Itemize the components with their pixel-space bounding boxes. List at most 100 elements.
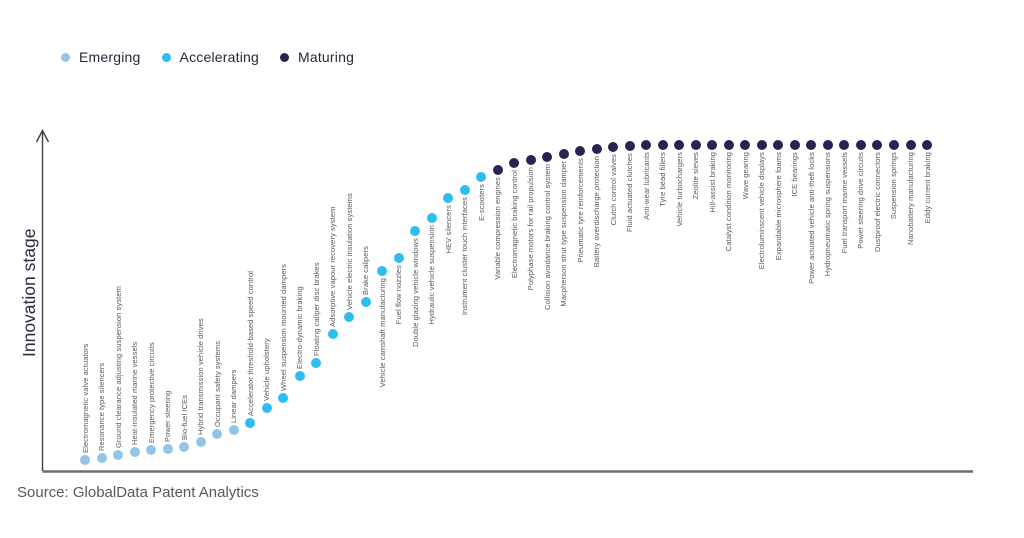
legend-dot-icon [61, 52, 70, 62]
data-point [360, 296, 371, 307]
data-point [393, 253, 404, 264]
data-point-label: Tyre bead fillers [658, 152, 668, 207]
data-point [723, 140, 734, 150]
data-point [888, 140, 899, 150]
data-point-label: Pneumatic tyre reinforcements [575, 157, 585, 263]
data-point [377, 266, 388, 276]
data-point [179, 441, 190, 452]
data-point [245, 417, 256, 428]
data-point-label: Hill-assist braking [707, 152, 717, 213]
data-point [113, 449, 124, 460]
data-point [327, 329, 338, 339]
data-point-label: Vehicle camshaft manufacturing [377, 278, 387, 388]
data-point-label: Brake calipers [361, 245, 371, 295]
data-point-label: Eddy current braking [922, 152, 932, 224]
data-point-label: Vehicle turbochargers [674, 152, 684, 227]
data-point [773, 140, 784, 150]
data-point [509, 157, 520, 168]
data-point-label: Accelerator threshold-based speed contro… [245, 270, 255, 416]
data-point-label: Electromagnetic valve actuators [80, 343, 90, 453]
data-point [707, 140, 718, 150]
data-point [459, 185, 470, 196]
data-point-label: Floating caliper disc brakes [311, 262, 321, 356]
data-point-label: Expandable microsphere foams [773, 152, 783, 261]
data-point [443, 192, 454, 203]
data-point [591, 144, 602, 155]
data-point-label: HEV silencers [443, 204, 453, 254]
data-point-label: Collision avoidance braking control syst… [542, 163, 552, 310]
data-point-label: ICE bearings [790, 152, 800, 197]
legend-label: Maturing [297, 49, 355, 65]
legend-item-maturing: Maturing [279, 49, 355, 65]
legend-dot-icon [279, 52, 289, 62]
data-point [674, 140, 685, 150]
data-point [212, 428, 223, 439]
data-point [294, 370, 305, 381]
data-point-label: Variable compression engines [493, 176, 503, 280]
data-point-label: Nanobattery manufacturing [906, 152, 915, 245]
data-point-label: Heat-insulated marine vessels [130, 341, 140, 446]
data-point-label: Clutch control valves [608, 153, 618, 226]
data-point [855, 140, 866, 150]
data-point-label: Dustproof electric connectors [872, 152, 882, 253]
data-point [575, 145, 586, 156]
data-point [261, 403, 272, 414]
data-point [278, 392, 289, 403]
data-point [525, 155, 536, 166]
legend-item-emerging: Emerging [61, 49, 141, 65]
data-point-label: Suspension springs [889, 152, 899, 220]
data-point [922, 140, 932, 150]
data-point [690, 140, 701, 150]
data-point-label: Anti-wear lubricants [641, 152, 651, 220]
legend-dot-icon [161, 52, 171, 62]
data-point [822, 140, 833, 150]
data-point [608, 141, 619, 152]
data-point-label: Vehicle electric insulation systems [344, 193, 354, 310]
data-point [624, 140, 635, 151]
y-axis-arrow-icon [35, 128, 50, 143]
data-point [542, 151, 553, 162]
data-point-label: Electromagnetic braking control [509, 169, 519, 279]
data-point-label: Instrument cluster touch interfaces [460, 197, 470, 316]
data-point [839, 140, 850, 150]
data-point [657, 140, 668, 150]
legend-label: Emerging [79, 49, 141, 65]
data-point-label: Polyphase motors for rail propulsion [526, 167, 536, 291]
data-point-label: Wave gearing [740, 152, 750, 200]
data-point [311, 357, 322, 368]
data-point [740, 140, 751, 150]
data-point-label: Catalyst condition monitoring [724, 152, 734, 252]
data-point [905, 140, 916, 150]
data-point-label: Occupant safety systems [212, 340, 222, 427]
data-point [96, 452, 107, 463]
data-point-label: Ground clearance adjusting suspension sy… [113, 285, 123, 448]
data-point-label: Fluid actuated clutches [625, 152, 635, 232]
source-note: Source: GlobalData Patent Analytics [17, 484, 259, 501]
data-point [756, 140, 767, 150]
data-point [410, 225, 421, 236]
legend-item-accelerating: Accelerating [161, 49, 259, 65]
data-point-label: Electro-dynamic braking [295, 286, 305, 369]
data-point-label: Power steering drive circuits [856, 152, 866, 249]
chart-legend: Emerging Accelerating Maturing [61, 49, 354, 65]
data-point [872, 140, 883, 150]
data-point-label: Battery overdischarge protection [592, 156, 602, 268]
data-point [146, 444, 157, 455]
data-point-label: Electroluminscent vehicle displays [757, 152, 767, 270]
data-point [195, 437, 206, 448]
data-point-label: Hydropneumatic spring suspensions [823, 152, 833, 277]
data-point [641, 140, 652, 150]
data-point-label: Vehicle upholstery [262, 338, 272, 402]
data-point-label: Power actuated vehicle anti-theft locks [806, 152, 816, 284]
data-point-label: Emergency protective circuits [146, 342, 156, 443]
data-point-label: Resonance type silencers [97, 362, 106, 451]
data-point-label: Adsorptive vapour recovery system [328, 206, 338, 327]
data-point-label: E-scooters [476, 184, 486, 221]
data-point [806, 140, 817, 150]
data-point [344, 311, 355, 322]
data-point [476, 172, 487, 183]
data-point-label: Double glazing vehicle windows [410, 237, 420, 347]
data-point [228, 425, 239, 436]
